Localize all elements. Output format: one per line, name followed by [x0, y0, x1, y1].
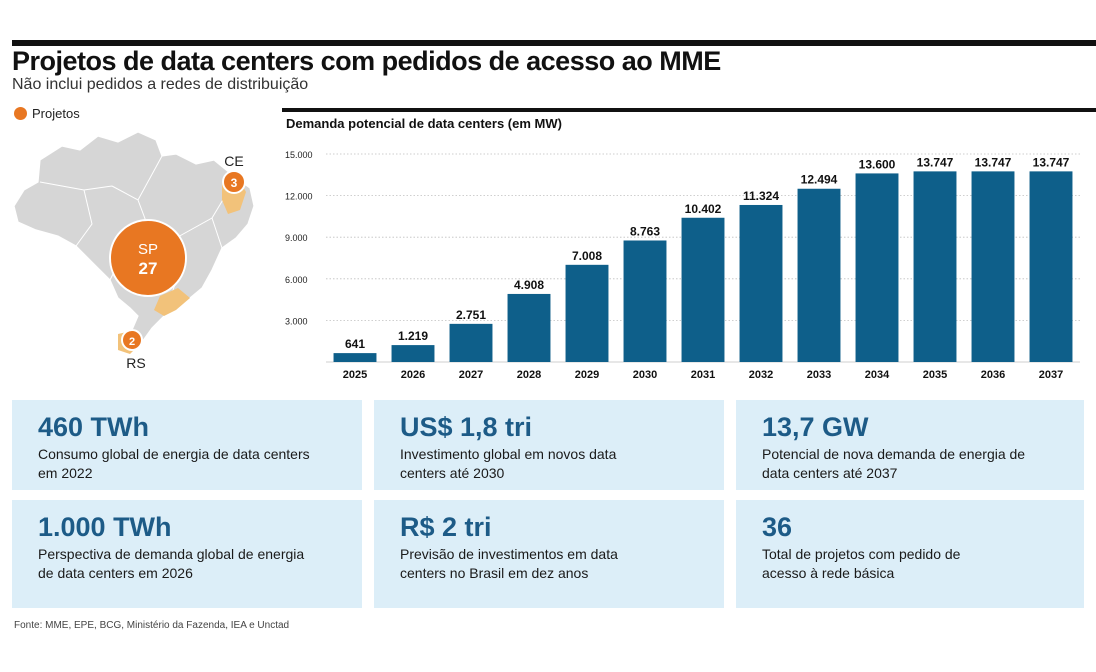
ce-marker	[222, 170, 246, 194]
bar-value-label: 13.747	[917, 155, 954, 169]
page-title: Projetos de data centers com pedidos de …	[12, 46, 721, 76]
x-tick-label: 2027	[459, 369, 483, 381]
stat-description: Potencial de nova demanda de energia de …	[762, 446, 1026, 481]
stat-value: 460 TWh	[38, 412, 150, 442]
x-tick-label: 2025	[343, 369, 367, 381]
bar-value-label: 13.747	[975, 155, 1012, 169]
bar-2026	[391, 345, 435, 362]
bar-value-label: 13.747	[1033, 155, 1070, 169]
bar-2034	[855, 173, 899, 362]
stat-description: Perspectiva de demanda global de energia…	[38, 546, 305, 581]
y-tick-label: 9.000	[285, 233, 308, 243]
stats-cards: 460 TWh Consumo global de energia de dat…	[12, 400, 1084, 608]
stat-description: Investimento global em novos data center…	[400, 446, 617, 481]
x-tick-label: 2034	[865, 369, 890, 381]
sp-marker	[109, 219, 187, 297]
stat-value: R$ 2 tri	[400, 512, 492, 542]
y-tick-label: 12.000	[285, 192, 313, 202]
ce-marker-count: 3	[231, 176, 238, 190]
page-subtitle: Não inclui pedidos a redes de distribuiç…	[12, 76, 309, 93]
bar-value-label: 1.219	[398, 329, 428, 343]
rs-marker-state: RS	[126, 355, 145, 371]
y-tick-label: 3.000	[285, 316, 308, 326]
sp-highlight	[154, 288, 190, 316]
stat-description: Consumo global de energia de data center…	[38, 446, 310, 481]
bar-2033	[797, 188, 841, 362]
stat-card-investimento-global: US$ 1,8 tri Investimento global em novos…	[374, 400, 724, 490]
ce-marker-state: CE	[224, 153, 243, 169]
bar-2028	[507, 293, 551, 362]
chart-title: Demanda potencial de data centers (em MW…	[286, 116, 562, 131]
sp-marker-state: SP	[138, 241, 158, 258]
stat-description: Previsão de investimentos em data center…	[400, 546, 618, 581]
legend-label: Projetos	[32, 106, 80, 121]
stat-value: 1.000 TWh	[38, 512, 172, 542]
x-tick-label: 2037	[1039, 369, 1063, 381]
chart-rule	[282, 108, 1096, 112]
rs-marker-count: 2	[129, 336, 135, 348]
bar-value-label: 4.908	[514, 278, 544, 292]
bar-value-label: 10.402	[685, 202, 722, 216]
bar-2037	[1029, 171, 1073, 362]
x-tick-label: 2031	[691, 369, 715, 381]
bar-2030	[623, 240, 667, 362]
stat-card-demanda-2026: 1.000 TWh Perspectiva de demanda global …	[12, 500, 362, 608]
x-tick-label: 2032	[749, 369, 773, 381]
stat-card-investimento-brasil: R$ 2 tri Previsão de investimentos em da…	[374, 500, 724, 608]
bar-value-label: 12.494	[801, 173, 838, 187]
bar-2032	[739, 204, 783, 362]
sp-marker-count: 27	[139, 259, 158, 278]
brazil-map: SP 27 3 CE 2 RS	[13, 131, 255, 371]
bar-value-label: 7.008	[572, 249, 602, 263]
bar-2031	[681, 217, 725, 362]
rs-marker	[121, 329, 143, 351]
stat-value: US$ 1,8 tri	[400, 412, 533, 442]
demand-bar-chart: 3.000 6.000 9.000 12.000 15.000 641 2025 1.219 2…	[285, 150, 1080, 381]
bar-value-label: 2.751	[456, 308, 486, 322]
x-tick-label: 2029	[575, 369, 599, 381]
legend-dot-icon	[14, 107, 27, 120]
bar-value-label: 641	[345, 337, 365, 351]
bar-2035	[913, 171, 957, 362]
bar-2036	[971, 171, 1015, 362]
x-tick-label: 2036	[981, 369, 1005, 381]
bar-value-label: 8.763	[630, 224, 660, 238]
x-tick-label: 2028	[517, 369, 541, 381]
y-tick-label: 15.000	[285, 150, 313, 160]
stat-card-consumo-2022: 460 TWh Consumo global de energia de dat…	[12, 400, 362, 490]
top-rule	[12, 40, 1096, 46]
bar-2027	[449, 323, 493, 362]
bar-value-label: 13.600	[859, 157, 896, 171]
bar-value-label: 11.324	[743, 189, 779, 203]
x-tick-label: 2033	[807, 369, 831, 381]
y-tick-label: 6.000	[285, 275, 308, 285]
source-note: Fonte: MME, EPE, BCG, Ministério da Faze…	[14, 620, 290, 631]
x-tick-label: 2035	[923, 369, 947, 381]
stat-description: Total de projetos com pedido de acesso à…	[762, 546, 961, 581]
map-legend: Projetos	[14, 106, 80, 121]
x-tick-label: 2026	[401, 369, 425, 381]
x-tick-label: 2030	[633, 369, 657, 381]
stat-card-total-projetos: 36 Total de projetos com pedido de acess…	[736, 500, 1084, 608]
stat-card-nova-demanda: 13,7 GW Potencial de nova demanda de ene…	[736, 400, 1084, 490]
bar-2029	[565, 264, 609, 362]
stat-value: 36	[762, 512, 793, 542]
stat-value: 13,7 GW	[762, 412, 869, 442]
bar-2025	[333, 353, 377, 362]
